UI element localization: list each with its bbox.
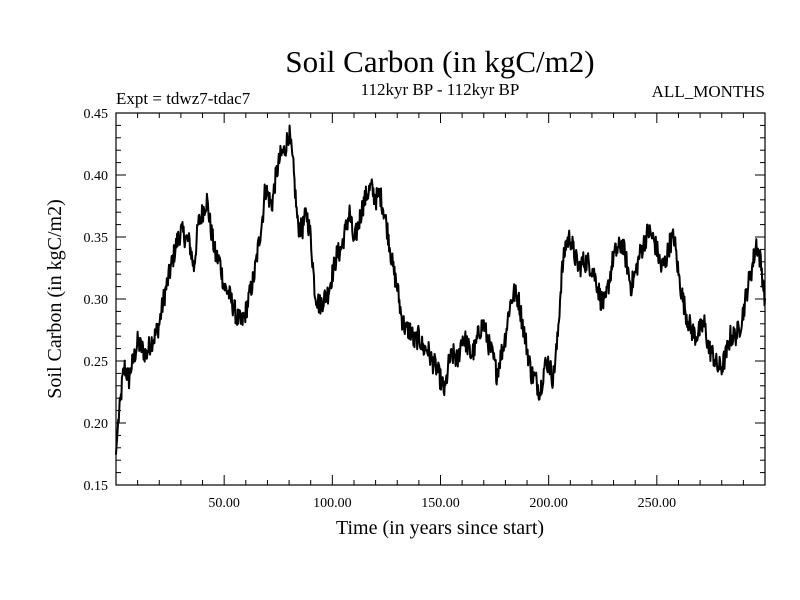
experiment-label: Expt = tdwz7-tdac7	[116, 89, 251, 108]
period-label: 112kyr BP - 112kyr BP	[361, 80, 520, 99]
x-tick-label: 50.00	[208, 496, 240, 511]
months-label: ALL_MONTHS	[652, 82, 765, 101]
x-tick-label: 150.00	[421, 496, 460, 511]
axis-ticks	[116, 113, 765, 485]
y-tick-label: 0.30	[84, 293, 109, 308]
y-axis-label: Soil Carbon (in kgC/m2)	[44, 199, 66, 398]
y-tick-label: 0.25	[84, 355, 109, 370]
y-tick-label: 0.20	[84, 417, 109, 432]
axis-tick-labels: 50.00 100.00 150.00 200.00 250.00 0.15 0.20 0.2…	[84, 107, 677, 511]
x-tick-label: 100.00	[313, 496, 352, 511]
y-tick-label: 0.15	[84, 479, 109, 494]
y-tick-label: 0.35	[84, 231, 109, 246]
x-tick-label: 250.00	[638, 496, 677, 511]
series-line	[115, 124, 766, 455]
y-tick-label: 0.45	[84, 107, 109, 122]
plot-area	[115, 112, 766, 486]
x-axis-label: Time (in years since start)	[336, 517, 544, 539]
x-tick-label: 200.00	[529, 496, 568, 511]
y-tick-label: 0.40	[84, 169, 109, 184]
chart-title: Soil Carbon (in kgC/m2)	[285, 44, 594, 79]
